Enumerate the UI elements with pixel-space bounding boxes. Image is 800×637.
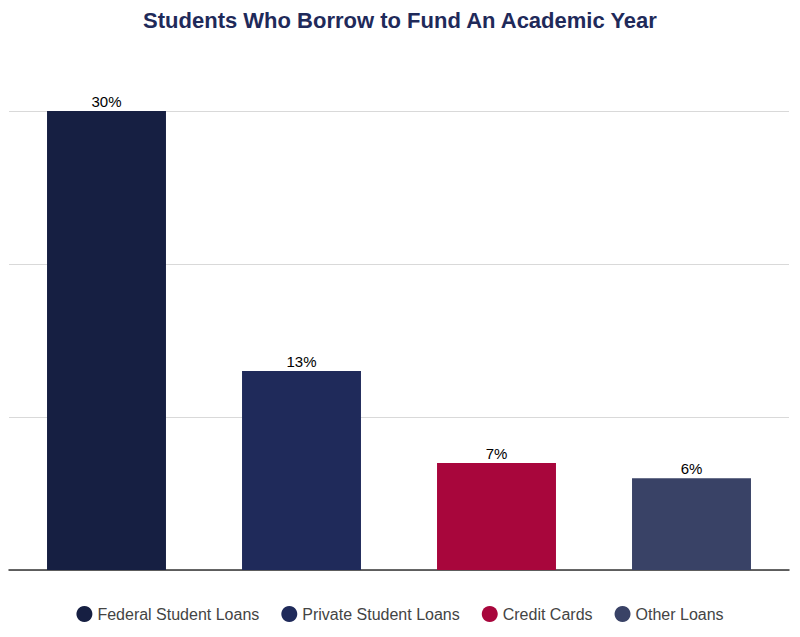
svg-text:Credit Cards: Credit Cards	[503, 606, 593, 623]
svg-text:13%: 13%	[286, 353, 316, 370]
svg-text:Students Who Borrow to Fund An: Students Who Borrow to Fund An Academic …	[143, 8, 657, 33]
svg-text:6%: 6%	[681, 460, 703, 477]
svg-text:7%: 7%	[486, 445, 508, 462]
svg-text:Private Student Loans: Private Student Loans	[302, 606, 459, 623]
svg-text:Other Loans: Other Loans	[636, 606, 724, 623]
svg-text:Federal Student Loans: Federal Student Loans	[97, 606, 259, 623]
svg-text:30%: 30%	[91, 93, 121, 110]
